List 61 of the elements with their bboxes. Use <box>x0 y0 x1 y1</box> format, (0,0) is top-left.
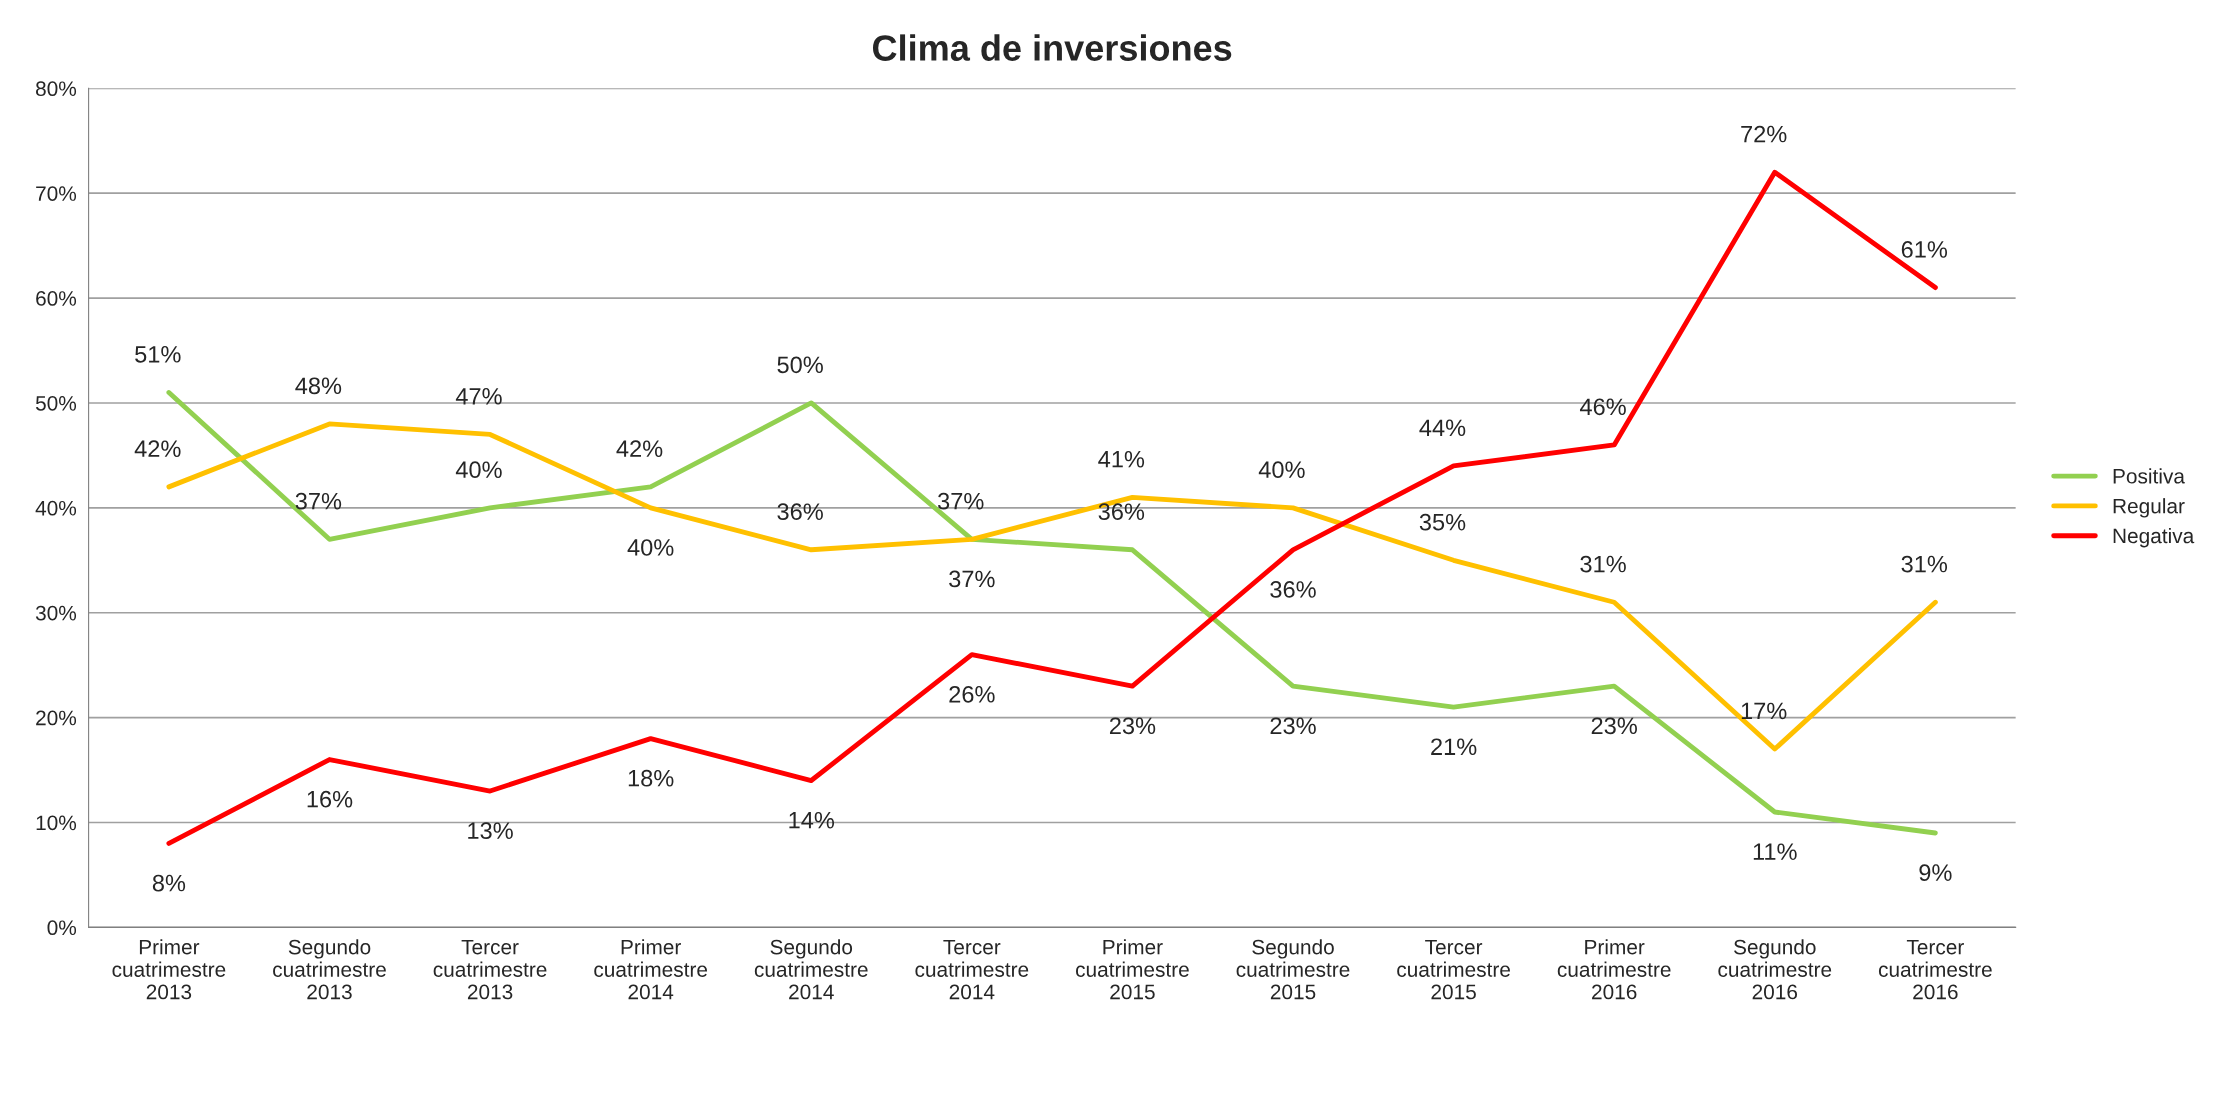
data-label: 9% <box>1919 864 1952 881</box>
y-tick-label: 60% <box>36 291 77 306</box>
data-label: 23% <box>1109 717 1156 735</box>
y-tick-label: 40% <box>35 500 77 516</box>
data-label: 37% <box>295 492 342 510</box>
data-label: 36% <box>1270 581 1316 598</box>
data-label: 40% <box>455 461 502 479</box>
data-label: 17% <box>1741 702 1787 720</box>
data-label: 50% <box>777 356 823 374</box>
data-label: 16% <box>307 790 353 808</box>
x-tick-label: Segundo cuatrimestre 2015 <box>1236 939 1350 1000</box>
x-tick-label: Primer cuatrimestre 2015 <box>1076 939 1189 1000</box>
x-tick-label: Segundo cuatrimestre 2014 <box>754 939 868 1000</box>
data-label: 26% <box>949 685 995 703</box>
x-tick-label: Tercer cuatrimestre 2016 <box>1878 939 1992 1000</box>
y-tick-label: 50% <box>35 395 77 411</box>
data-label: 37% <box>949 570 995 588</box>
y-tick-label: 10% <box>36 815 77 831</box>
data-label: 35% <box>1419 513 1466 531</box>
data-label: 42% <box>134 440 181 457</box>
y-tick-label: 80% <box>36 81 77 97</box>
data-label: 41% <box>1098 450 1145 468</box>
x-tick-label: Primer cuatrimestre 2014 <box>594 939 708 1000</box>
data-label: 48% <box>295 377 342 395</box>
data-label: 42% <box>616 440 663 457</box>
legend-label: Regular <box>2113 498 2185 518</box>
x-tick-label: Segundo cuatrimestre 2016 <box>1718 939 1832 1000</box>
legend-label: Positiva <box>2113 468 2185 484</box>
x-tick-label: Tercer cuatrimestre 2014 <box>915 939 1029 1000</box>
data-label: 47% <box>455 388 502 405</box>
data-label: 21% <box>1431 738 1477 756</box>
x-tick-label: Primer cuatrimestre 2016 <box>1557 939 1671 1000</box>
data-label: 36% <box>1098 503 1145 521</box>
x-tick-label: Tercer cuatrimestre 2013 <box>433 939 547 1000</box>
x-tick-label: Segundo cuatrimestre 2013 <box>273 939 386 1000</box>
legend-label: Negativa <box>2113 527 2195 548</box>
data-label: 23% <box>1591 717 1637 735</box>
data-label: 72% <box>1741 125 1787 143</box>
y-tick-label: 20% <box>36 710 77 726</box>
x-tick-label: Tercer cuatrimestre 2015 <box>1397 939 1510 1000</box>
data-label: 61% <box>1901 241 1948 258</box>
data-label: 11% <box>1753 843 1797 860</box>
y-tick-label: 0% <box>47 920 77 936</box>
chart-title: Clima de inversiones <box>872 34 1232 61</box>
y-tick-label: 30% <box>35 605 77 621</box>
data-label: 36% <box>777 503 823 521</box>
data-label: 14% <box>789 811 835 829</box>
data-label: 23% <box>1270 717 1316 735</box>
y-tick-label: 70% <box>36 186 77 201</box>
data-label: 40% <box>627 539 674 556</box>
data-label: 18% <box>628 769 674 787</box>
data-label: 37% <box>937 492 984 510</box>
data-label: 31% <box>1901 555 1948 573</box>
data-label: 13% <box>468 822 513 840</box>
data-label: 40% <box>1258 461 1305 479</box>
data-label: 51% <box>135 346 181 363</box>
data-label: 44% <box>1419 419 1466 437</box>
data-label: 31% <box>1580 555 1626 573</box>
data-label: 46% <box>1579 398 1626 416</box>
data-label: 8% <box>152 874 186 892</box>
x-tick-label: Primer cuatrimestre 2013 <box>112 939 226 1000</box>
